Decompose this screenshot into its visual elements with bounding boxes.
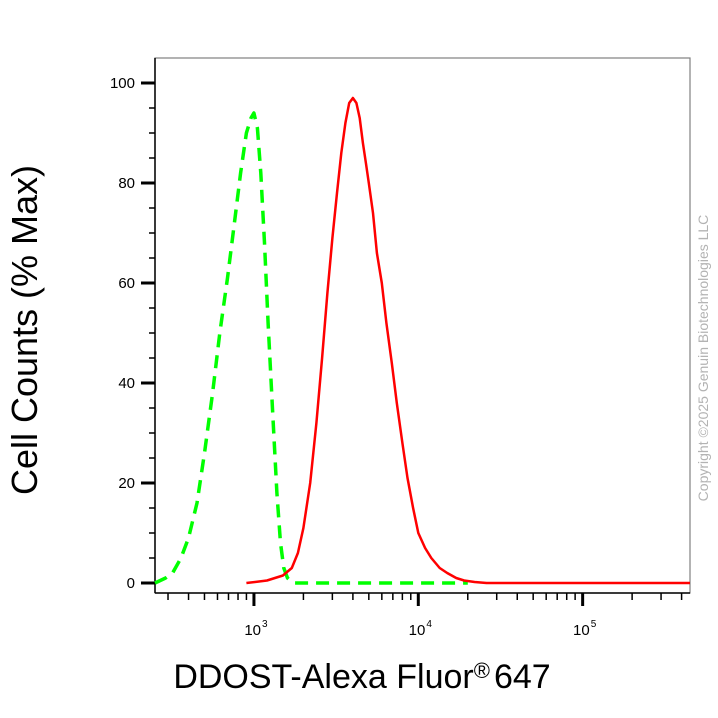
x-axis-title-main: DDOST-Alexa Fluor bbox=[173, 658, 473, 696]
plot-frame bbox=[154, 57, 691, 594]
x-axis-title-number: 647 bbox=[494, 658, 551, 696]
y-tick-label: 20 bbox=[118, 475, 135, 492]
x-tick-label: 104 bbox=[409, 619, 433, 639]
x-axis-title-registered-mark: ® bbox=[474, 658, 490, 683]
copyright-text: Copyright ©2025 Genuin Biotechnologies L… bbox=[695, 215, 711, 502]
series-layer bbox=[154, 96, 690, 585]
y-tick-label: 100 bbox=[110, 75, 135, 92]
x-tick-label: 105 bbox=[573, 619, 597, 639]
x-tick-label: 103 bbox=[244, 619, 268, 639]
isotype-control-line bbox=[154, 111, 468, 585]
y-tick-label: 60 bbox=[118, 275, 135, 292]
x-axis-title: DDOST-Alexa Fluor® 647 bbox=[173, 658, 550, 696]
y-ticks: 0 20 40 60 80 100 bbox=[110, 75, 155, 592]
y-tick-label: 80 bbox=[118, 175, 135, 192]
y-tick-label: 0 bbox=[127, 575, 135, 592]
y-tick-label: 40 bbox=[118, 375, 135, 392]
ddost-stained-line bbox=[246, 96, 690, 585]
x-ticks: 103 104 105 bbox=[167, 593, 683, 639]
y-axis-title: Cell Counts (% Max) bbox=[4, 165, 45, 495]
